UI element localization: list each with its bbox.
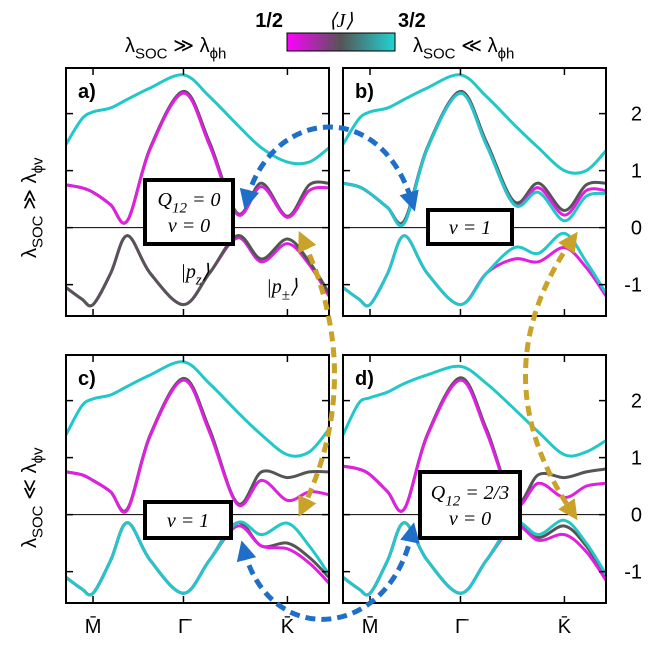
band-line bbox=[343, 73, 606, 175]
y-tick-label: -1 bbox=[624, 562, 642, 584]
text-part: ν = 0 bbox=[449, 508, 491, 530]
subscript: z bbox=[195, 273, 202, 289]
band-line bbox=[343, 518, 606, 597]
y-tick-label: 1 bbox=[631, 161, 642, 183]
box-text: ν = 0 bbox=[449, 508, 491, 530]
colorbar-max-label: 3/2 bbox=[398, 10, 426, 32]
text-part: λ bbox=[19, 538, 41, 548]
band-line bbox=[66, 73, 329, 166]
subscript: SOC bbox=[135, 46, 168, 63]
text-part: λ bbox=[19, 248, 41, 258]
box-text: ν = 1 bbox=[167, 510, 209, 532]
subscript: SOC bbox=[30, 505, 47, 538]
box-text: Q12 = 0 bbox=[158, 189, 221, 216]
x-tick-label: M̄ bbox=[362, 615, 379, 638]
dashed-arrow bbox=[298, 230, 337, 518]
panel-label: a) bbox=[78, 81, 96, 103]
box-text: Q12 = 2/3 bbox=[431, 482, 510, 509]
text-part: ν = 0 bbox=[168, 215, 210, 237]
ket-label: |p±⟩ bbox=[266, 276, 298, 304]
text-part: ⟩ bbox=[290, 276, 298, 298]
y-tick-label: 0 bbox=[631, 505, 642, 527]
dashed-arrow bbox=[239, 124, 419, 212]
text-part: ≫ λ bbox=[168, 35, 210, 57]
text-part: |p bbox=[266, 276, 282, 298]
annotation-box bbox=[426, 208, 514, 246]
panel-label: b) bbox=[355, 81, 374, 103]
colorbar bbox=[286, 32, 396, 52]
subscript: 12 bbox=[172, 200, 188, 216]
x-tick-label: M̄ bbox=[85, 615, 102, 638]
y-tick-label: 2 bbox=[631, 104, 642, 126]
band-line bbox=[66, 234, 329, 308]
text-part: ν = 1 bbox=[167, 510, 209, 532]
colorbar-min-label: 1/2 bbox=[255, 10, 283, 32]
band-line bbox=[66, 378, 329, 514]
text-part: = 2/3 bbox=[460, 482, 509, 504]
panel-label: d) bbox=[355, 368, 374, 390]
band-line bbox=[343, 364, 606, 458]
column-label: λSOC ≫ λϕh bbox=[125, 35, 226, 63]
panel-frame bbox=[342, 67, 607, 317]
annotation-box bbox=[418, 470, 522, 540]
subscript: ϕv bbox=[30, 157, 47, 173]
box-text: ν = 0 bbox=[168, 215, 210, 237]
subscript: ϕh bbox=[498, 46, 515, 63]
colorbar-label: ⟨J⟩ bbox=[329, 10, 354, 32]
box-text: ν = 1 bbox=[449, 217, 491, 239]
text-part: λ bbox=[125, 35, 135, 57]
text-part: ≫ λ bbox=[19, 173, 41, 215]
x-tick-label: Γ̄ bbox=[178, 616, 192, 638]
panel-frame bbox=[342, 354, 607, 604]
band-line bbox=[66, 360, 329, 458]
row-label: λSOC ≪ λϕv bbox=[19, 447, 47, 548]
text-part: = 0 bbox=[187, 189, 221, 211]
band-line bbox=[66, 91, 329, 225]
x-tick-label: K̄ bbox=[281, 615, 295, 638]
band-line bbox=[343, 91, 606, 227]
text-part: Q bbox=[431, 482, 446, 504]
subscript: ϕh bbox=[210, 46, 227, 63]
text-part: λ bbox=[413, 35, 423, 57]
y-tick-label: 2 bbox=[631, 391, 642, 413]
dashed-arrow bbox=[236, 522, 420, 622]
row-label: λSOC ≫ λϕv bbox=[19, 157, 47, 258]
y-tick-label: -1 bbox=[624, 275, 642, 297]
subscript: ± bbox=[282, 288, 290, 304]
subscript: SOC bbox=[423, 46, 456, 63]
text-part: Q bbox=[158, 189, 173, 211]
subscript: 12 bbox=[445, 493, 461, 509]
text-part: ⟩ bbox=[202, 261, 210, 283]
dashed-arrow bbox=[523, 231, 578, 521]
y-tick-label: 0 bbox=[631, 218, 642, 240]
subscript: ϕv bbox=[30, 447, 47, 463]
subscript: SOC bbox=[30, 215, 47, 248]
y-tick-label: 1 bbox=[631, 448, 642, 470]
text-part: |p bbox=[180, 261, 196, 283]
panel-label: c) bbox=[78, 368, 96, 390]
x-tick-label: Γ̄ bbox=[455, 616, 469, 638]
text-part: ≪ λ bbox=[19, 463, 41, 505]
panel-frame bbox=[65, 354, 330, 604]
text-part: ν = 1 bbox=[449, 217, 491, 239]
text-part: ≪ λ bbox=[456, 35, 498, 57]
column-label: λSOC ≪ λϕh bbox=[413, 35, 514, 63]
annotation-box bbox=[143, 500, 233, 540]
annotation-box bbox=[143, 178, 235, 246]
x-tick-label: K̄ bbox=[558, 615, 572, 638]
ket-label: |pz⟩ bbox=[180, 261, 209, 289]
